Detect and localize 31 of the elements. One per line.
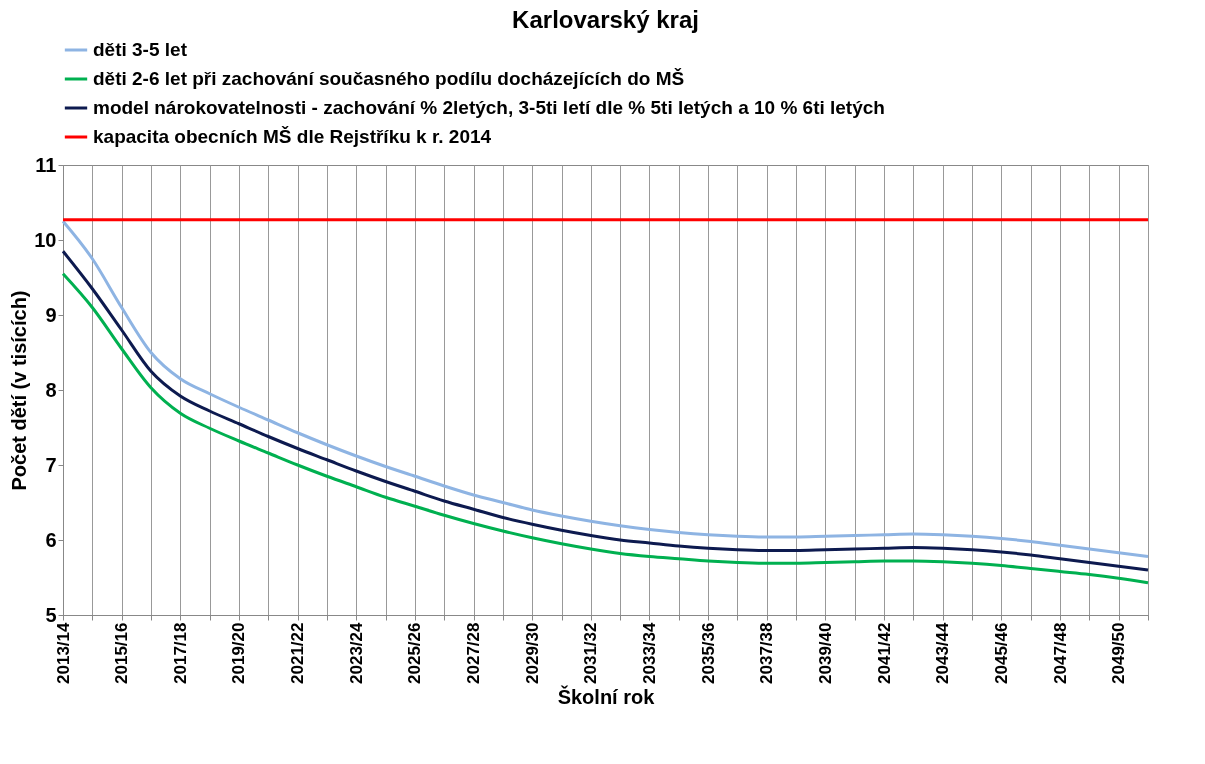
x-tick-label: 2039/40: [815, 622, 835, 684]
x-tick-label: 2029/30: [522, 622, 542, 684]
x-tick-label: 2031/32: [581, 622, 601, 684]
x-tick-label: 2049/50: [1109, 622, 1129, 684]
x-tick-label: 2041/42: [874, 622, 894, 684]
legend-label: kapacita obecních MŠ dle Rejstříku k r. 2014: [93, 126, 492, 147]
y-tick-label: 10: [34, 228, 57, 251]
x-axis-title: Školní rok: [557, 684, 656, 708]
legend-label: model nárokovatelnosti - zachování % 2letých, 3-5ti letí dle % 5ti letých a 10 % 6ti letých: [93, 97, 885, 118]
chart-title: Karlovarský kraj: [512, 6, 699, 33]
x-tick-label: 2027/28: [464, 622, 484, 684]
legend-label: děti 3-5 let: [93, 39, 188, 60]
x-tick-label: 2035/36: [698, 622, 718, 684]
y-axis-title: Počet dětí (v tisících): [8, 290, 31, 491]
x-tick-label: 2043/44: [933, 621, 953, 684]
x-tick-label: 2017/18: [170, 622, 190, 684]
y-tick-label: 8: [45, 378, 57, 401]
y-tick-label: 9: [45, 303, 57, 326]
y-tick-label: 11: [35, 153, 57, 176]
legend-label: děti 2-6 let při zachování současného podílu docházejících do MŠ: [93, 68, 685, 89]
x-tick-label: 2047/48: [1050, 622, 1070, 684]
x-tick-label: 2023/24: [346, 621, 366, 684]
x-tick-label: 2019/20: [229, 622, 249, 684]
x-tick-label: 2021/22: [288, 622, 308, 684]
x-tick-label: 2037/38: [757, 622, 777, 684]
y-tick-label: 6: [45, 528, 57, 551]
x-tick-label: 2025/26: [405, 622, 425, 684]
y-tick-label: 7: [45, 453, 57, 476]
x-tick-label: 2045/46: [991, 622, 1011, 684]
x-tick-label: 2015/16: [112, 622, 132, 684]
x-tick-label: 2033/34: [639, 621, 659, 684]
